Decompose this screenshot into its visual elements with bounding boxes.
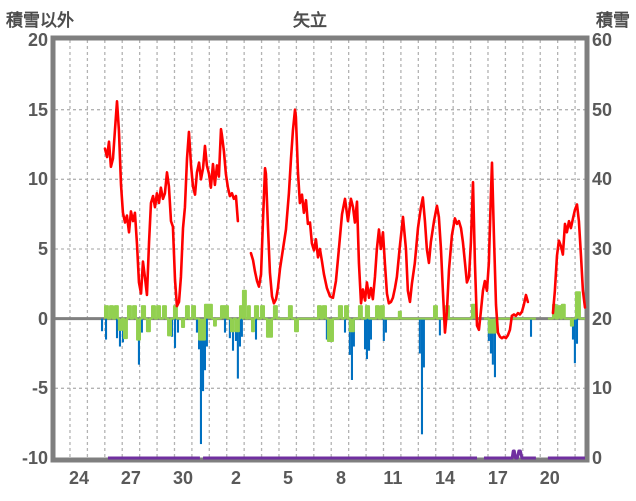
right-axis-tick-label: 50 <box>592 99 613 120</box>
left-axis-tick-label: 20 <box>27 30 48 50</box>
right-axis-tick-label: 40 <box>592 169 613 190</box>
right-axis-tick-label: 30 <box>592 239 613 259</box>
x-axis-tick-label: 5 <box>283 468 294 488</box>
left-axis-tick-label: -10 <box>21 448 48 468</box>
x-axis-tick-label: 20 <box>539 468 560 488</box>
left-axis-tick-label: 5 <box>37 239 48 259</box>
right-axis-title: 積雪 <box>596 11 630 30</box>
chart-title: 矢立 <box>293 11 327 30</box>
x-axis-tick-label: 30 <box>172 468 194 488</box>
x-axis-tick-label: 24 <box>69 468 90 488</box>
right-axis-tick-label: 20 <box>592 308 613 329</box>
x-axis-tick-label: 14 <box>434 468 455 488</box>
right-axis-tick-label: 10 <box>592 378 613 399</box>
x-axis-tick-label: 27 <box>120 468 141 488</box>
left-axis-tick-label: 10 <box>27 169 48 190</box>
left-axis-tick-label: -5 <box>31 378 48 399</box>
x-axis-tick-label: 2 <box>230 468 241 488</box>
left-axis-title: 積雪以外 <box>6 11 74 30</box>
right-axis-tick-label: 60 <box>592 30 613 50</box>
x-axis-tick-label: 11 <box>383 468 403 488</box>
x-axis-tick-label: 17 <box>487 468 508 488</box>
left-axis-tick-label: 15 <box>27 99 48 120</box>
x-axis-tick-label: 8 <box>335 468 346 488</box>
left-axis-tick-label: 0 <box>37 308 48 329</box>
right-axis-tick-label: 0 <box>592 448 603 468</box>
